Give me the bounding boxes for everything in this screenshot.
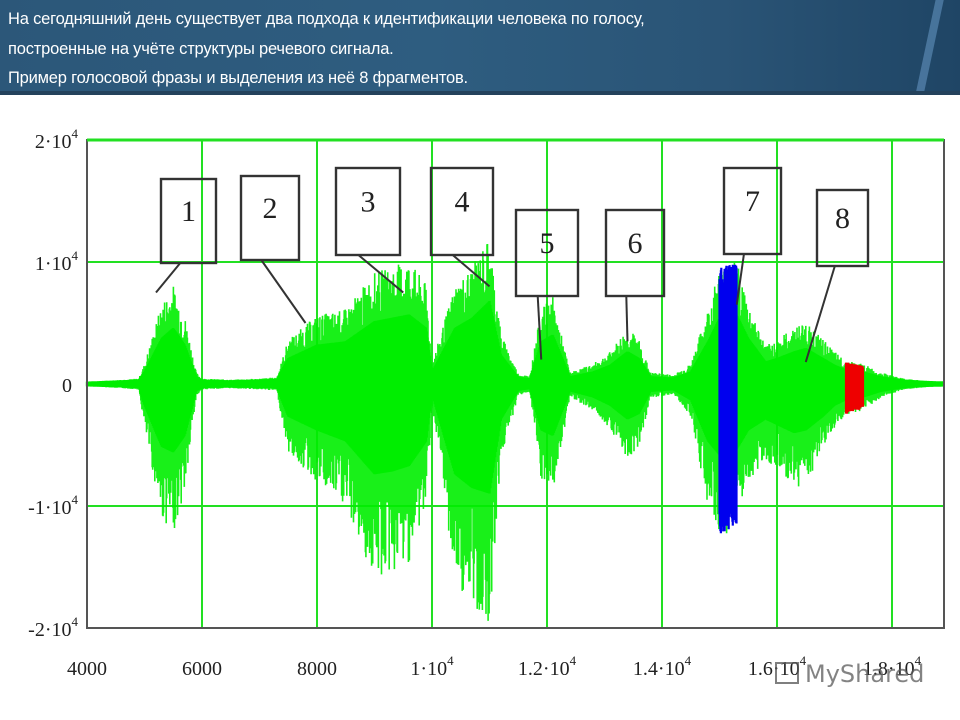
fragment-label-3: 3: [361, 186, 376, 219]
x-tick-label: 4000: [67, 658, 107, 680]
y-tick-label: 2·104: [35, 126, 79, 153]
title-line-2: построенные на учёте структуры речевого …: [8, 39, 394, 58]
x-axis-ticks: 4000 6000 8000 1·104 1.2·104 1.4·104 1.6·104 1.…: [67, 653, 922, 680]
presentation-icon: [775, 662, 799, 684]
fragment-box-8: [815, 188, 870, 268]
fragment-labels: 1 2 3 4 5 6 7 8: [155, 166, 870, 363]
fragment-box-2: [239, 174, 301, 262]
fragment-label-6: 6: [628, 227, 643, 260]
waveform-path: [86, 244, 945, 621]
fragment-box-7: [722, 166, 783, 256]
callout-line-5: [536, 295, 543, 360]
fragment-box-3: [334, 166, 402, 257]
header-shadow: [0, 91, 960, 95]
callout-line-8: [804, 265, 836, 363]
fragment-box-6: [604, 208, 666, 298]
y-axis-ticks: 2·104 1·104 0 -1·104 -2·104: [28, 126, 78, 641]
fragment-label-8: 8: [835, 202, 850, 235]
fragment-label-1: 1: [181, 195, 196, 228]
fragment-label-5: 5: [540, 227, 555, 260]
decorative-streak: [912, 0, 946, 95]
plot-frame: [86, 138, 945, 629]
x-tick-label: 6000: [182, 658, 222, 680]
fragment-label-7: 7: [745, 185, 760, 218]
x-tick-label: 1.2·104: [518, 653, 577, 680]
callout-line-2: [260, 259, 307, 324]
slide-header: На сегодняшний день существует два подхо…: [0, 0, 960, 95]
y-tick-label: 0: [62, 375, 72, 397]
waveform-chart: 1 2 3 4 5 6 7 8 2·104 1·104 0 -1·104 -2·104 4000 600…: [28, 126, 945, 680]
callout-line-7: [735, 253, 745, 305]
x-tick-label: 1.8·104: [863, 653, 922, 680]
watermark-text: MyShared: [805, 660, 925, 688]
watermark: MyShared: [775, 660, 924, 688]
y-tick-label: -1·104: [28, 492, 78, 519]
callout-line-4: [452, 254, 491, 288]
fragment-box-4: [429, 166, 495, 257]
x-tick-label: 8000: [297, 658, 337, 680]
fragment-label-2: 2: [263, 192, 278, 225]
callout-line-1: [155, 262, 182, 294]
waveform-signal: [85, 244, 945, 621]
fragment-box-1: [159, 177, 218, 265]
callout-line-3: [357, 254, 404, 294]
highlighted-fragment-7: [718, 264, 738, 534]
callout-line-6: [625, 295, 629, 342]
x-tick-label: 1.4·104: [633, 653, 692, 680]
x-tick-label: 1·104: [410, 653, 454, 680]
x-tick-label: 1.6·104: [748, 653, 807, 680]
y-tick-label: -2·104: [28, 614, 78, 641]
title-line-1: На сегодняшний день существует два подхо…: [8, 9, 645, 28]
highlighted-fragment-8: [844, 362, 865, 414]
y-tick-label: 1·104: [35, 248, 79, 275]
title-line-3: Пример голосовой фразы и выделения из не…: [8, 68, 468, 87]
fragment-label-4: 4: [455, 186, 470, 219]
fragment-box-5: [514, 208, 580, 298]
